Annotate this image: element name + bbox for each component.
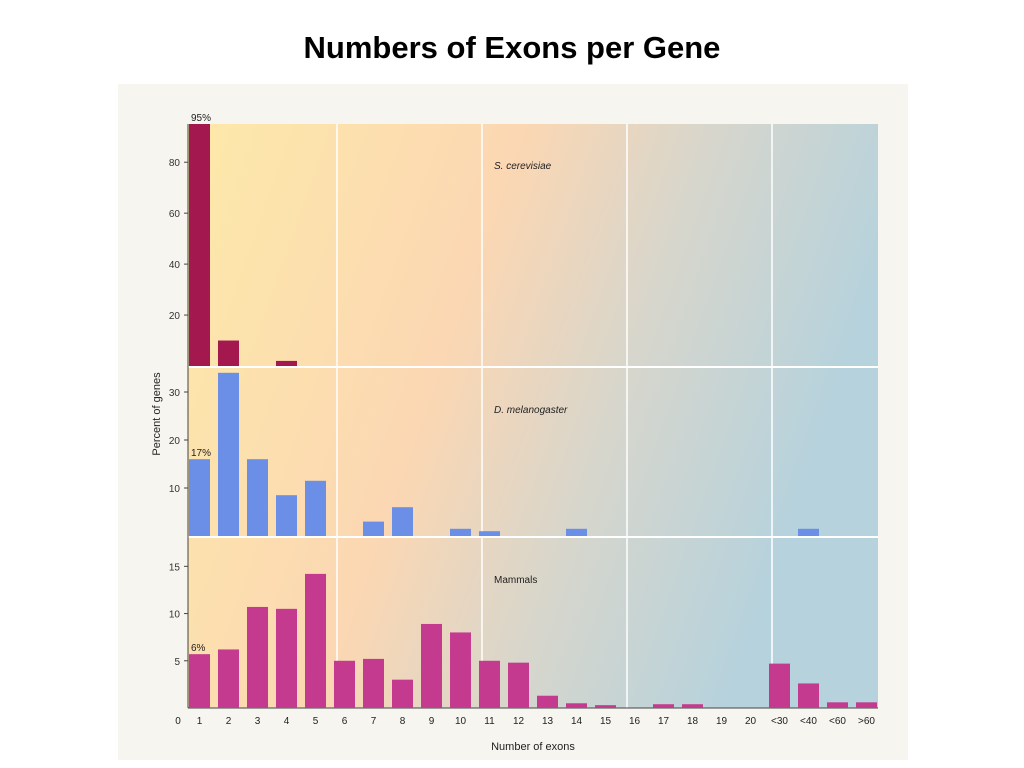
bar-3-18 [682,704,703,708]
x-tick-label: 17 [658,716,670,727]
y-tick-label: 60 [169,209,181,220]
plot-area-background [188,124,878,708]
bar-2-5 [305,480,326,536]
bar-3-7 [363,658,384,708]
panel-label: Mammals [494,575,537,586]
y-tick-label: 15 [169,562,181,573]
bar-3-12 [508,662,529,708]
y-tick-label: 10 [169,484,181,495]
x-tick-label: 2 [226,716,232,727]
bar-2-7 [363,521,384,536]
y-axis-title: Percent of genes [151,372,163,456]
x-tick-label: 12 [513,716,525,727]
x-tick-label: 6 [342,716,348,727]
bar-3-15 [595,705,616,708]
x-tick-label: 16 [629,716,641,727]
bar-3-17 [653,704,674,708]
x-tick-label: 3 [255,716,261,727]
x-tick-label: <60 [829,716,846,727]
bar-1-1 [189,124,210,366]
bar-annotation: 6% [191,643,206,654]
y-tick-label: 20 [169,436,181,447]
bar-annotation: 17% [191,448,211,459]
x-tick-label: 8 [400,716,406,727]
bar-3->60 [856,702,877,708]
x-tick-label: 20 [745,716,757,727]
bar-3-<30 [769,663,790,708]
panel-label: S. cerevisiae [494,161,552,172]
x-tick-label: 4 [284,716,290,727]
bar-3-9 [421,623,442,708]
y-tick-label: 20 [169,311,181,322]
x-tick-label: 10 [455,716,467,727]
y-tick-label: 80 [169,158,181,169]
bar-3-14 [566,703,587,708]
bar-3-<40 [798,683,819,708]
y-tick-label: 40 [169,260,181,271]
x-tick-label: 13 [542,716,554,727]
x-tick-label: >60 [858,716,875,727]
x-tick-label: 5 [313,716,319,727]
bar-2-8 [392,507,413,536]
bar-3-11 [479,660,500,708]
bar-1-2 [218,340,239,366]
figure-panel: 20 40 60 80 95% S. cerevisiae 10 20 30 17% D. mela… [118,84,908,760]
bar-3-4 [276,608,297,708]
bar-2-4 [276,495,297,536]
bar-2-10 [450,528,471,536]
x-tick-label: 11 [484,716,495,727]
bar-3-3 [247,606,268,708]
x-tick-label: 9 [429,716,435,727]
bar-3-6 [334,660,355,708]
bar-3-5 [305,573,326,708]
slide-title: Numbers of Exons per Gene [303,30,721,65]
bar-2-14 [566,528,587,536]
bar-3-2 [218,649,239,708]
bar-3-13 [537,695,558,708]
x-axis-title: Number of exons [491,741,575,753]
bar-3-10 [450,632,471,708]
x-tick-label: 7 [371,716,377,727]
x-tick-label: 1 [197,716,203,727]
panel-label: D. melanogaster [494,405,568,416]
bar-2-1 [189,459,210,536]
x-tick-label: <40 [800,716,817,727]
bar-3-8 [392,679,413,708]
x-tick-label: <30 [771,716,788,727]
x-tick-label: 15 [600,716,612,727]
x-tick-label: 0 [175,716,181,727]
bar-3-1 [189,654,210,708]
x-tick-label: 18 [687,716,699,727]
bar-2-11 [479,531,500,536]
x-tick-label: 14 [571,716,583,727]
bar-3-<60 [827,702,848,708]
bar-2-2 [218,372,239,536]
bar-2-<40 [798,528,819,536]
bar-1-4 [276,360,297,366]
bar-annotation: 95% [191,113,211,124]
y-tick-label: 5 [174,657,180,668]
y-tick-label: 30 [169,388,181,399]
bar-2-3 [247,459,268,536]
x-tick-label: 19 [716,716,728,727]
y-tick-label: 10 [169,610,181,621]
